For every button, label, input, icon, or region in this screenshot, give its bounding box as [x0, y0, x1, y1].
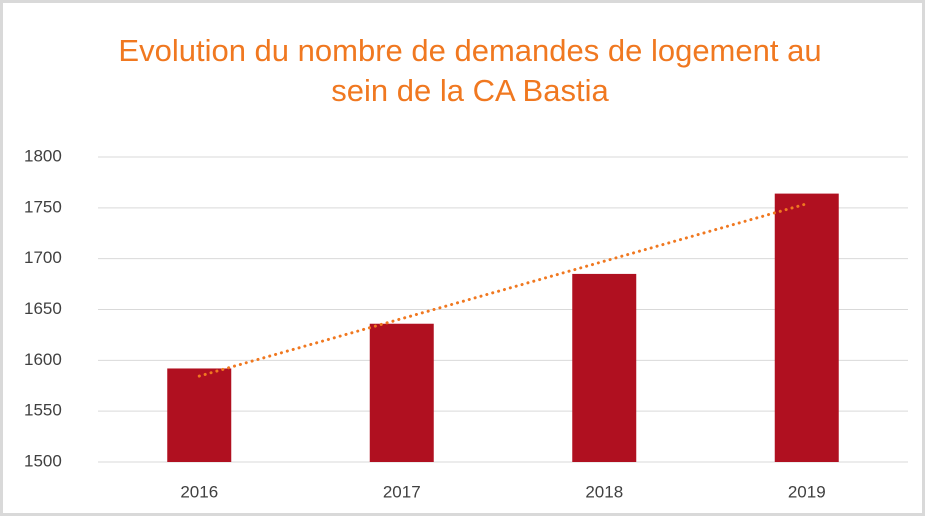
x-tick-label: 2017: [383, 482, 421, 501]
y-tick-label: 1700: [24, 248, 62, 267]
x-tick-label: 2016: [180, 482, 218, 501]
y-tick-label: 1550: [24, 401, 62, 420]
y-tick-label: 1650: [24, 299, 62, 318]
chart-title: Evolution du nombre de demandes de logem…: [118, 33, 821, 68]
y-tick-label: 1750: [24, 197, 62, 216]
bar: [167, 368, 232, 462]
y-tick-label: 1800: [24, 146, 62, 165]
y-tick-label: 1600: [24, 350, 62, 369]
trendline: [197, 202, 809, 378]
bar: [774, 193, 839, 462]
bar: [572, 273, 637, 462]
chart-title: sein de la CA Bastia: [331, 73, 609, 108]
x-tick-label: 2019: [788, 482, 826, 501]
x-tick-label: 2018: [585, 482, 623, 501]
bar: [369, 323, 434, 462]
y-tick-label: 1500: [24, 451, 62, 470]
